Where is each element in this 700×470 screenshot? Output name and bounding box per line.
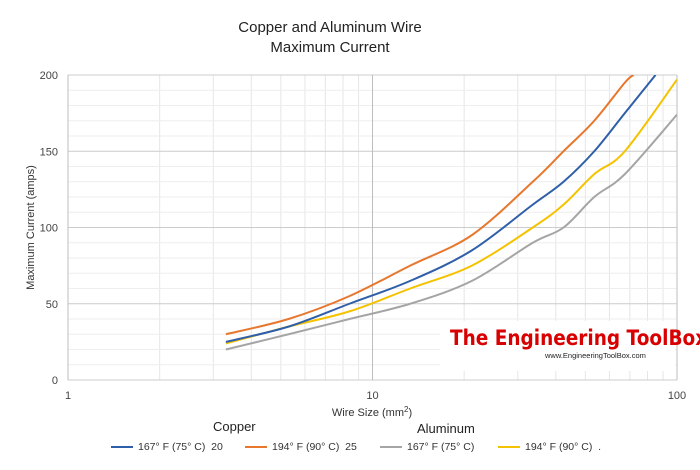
legend-swatch: [380, 446, 402, 448]
legend-label: 194° F (90° C) .: [525, 441, 602, 453]
legend-item-copper-75: 167° F (75° C) 20: [111, 441, 223, 453]
y-tick-label: 200: [40, 70, 58, 82]
legend-swatch: [498, 446, 520, 448]
legend-label: 194° F (90° C) 25: [272, 441, 357, 453]
series-line-2: [225, 75, 635, 336]
legend-item-copper-90: 194° F (90° C) 25: [245, 441, 357, 453]
legend-item-aluminum-75: 167° F (75° C): [380, 441, 474, 453]
series-line-1: [225, 75, 657, 343]
legend-label: 167° F (75° C) 20: [138, 441, 223, 453]
group-label-copper: Copper: [213, 419, 256, 434]
x-tick-label: 10: [366, 390, 378, 402]
y-tick-label: 50: [46, 299, 58, 311]
legend-item-aluminum-90: 194° F (90° C) .: [498, 441, 601, 453]
series-line-3: [225, 113, 677, 351]
x-tick-label: 1: [65, 390, 71, 402]
group-label-aluminum: Aluminum: [417, 421, 475, 436]
watermark-logo: The Engineering ToolBox www.EngineeringT…: [440, 321, 700, 371]
y-tick-label: 0: [52, 375, 58, 387]
x-axis-label: Wire Size (mm2): [332, 405, 412, 419]
legend-label: 167° F (75° C): [407, 441, 475, 453]
chart-subtitle: Maximum Current: [270, 39, 390, 56]
watermark-title: The Engineering ToolBox: [450, 326, 700, 350]
y-axis-label: Maximum Current (amps): [25, 165, 37, 290]
watermark-url: www.EngineeringToolBox.com: [545, 351, 646, 360]
chart: Copper and Aluminum Wire Maximum Current 0…: [25, 19, 686, 419]
chart-title: Copper and Aluminum Wire: [238, 19, 421, 36]
legend: 167° F (75° C) 20 194° F (90° C) 25 167°…: [0, 441, 700, 461]
y-tick-label: 150: [40, 146, 58, 158]
legend-swatch: [111, 446, 133, 448]
y-tick-label: 100: [40, 223, 58, 235]
series-line-4: [225, 78, 677, 345]
x-tick-label: 100: [668, 390, 686, 402]
legend-swatch: [245, 446, 267, 448]
